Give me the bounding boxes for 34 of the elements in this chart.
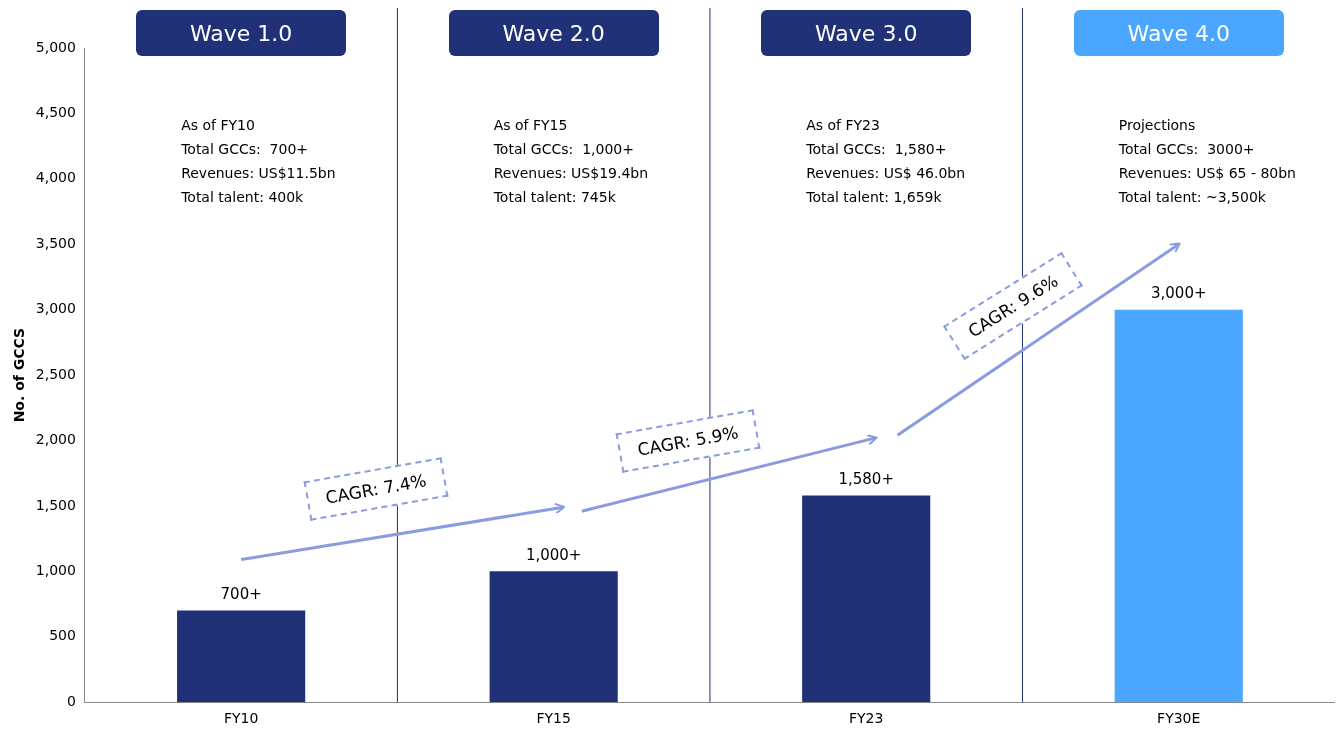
y-tick-label: 2,000 [35,431,76,448]
data-label: 3,000+ [1150,284,1207,303]
annotation: CAGR: 5.9% [615,408,761,473]
header-box: Wave 4.0 [1073,10,1284,56]
header-box: Wave 2.0 [448,10,659,56]
data-label: 1,000+ [525,545,582,564]
y-tick-label: 5,000 [35,38,76,55]
y-tick-label: 500 [49,627,76,644]
annotation: CAGR: 7.4% [303,457,448,521]
y-tick-label: 1,000 [35,562,76,578]
x-tick-label: FY23 [848,710,884,727]
y-tick-label: 3,500 [35,234,76,251]
annotation: As of FY23 Total GCCs: 1,580+ Revenues: US$ 46.0bn Total talent: 1,659k [806,116,966,207]
x-tick-label: FY30E [1157,710,1201,727]
annotation: Projections Total GCCs: 3000+ Revenues: US$ 65 - 80bn Total talent: ~3,500k [1118,116,1296,207]
annotation: As of FY10 Total GCCs: 700+ Revenues: US$11.5bn Total talent: 400k [181,116,336,207]
bar [802,495,931,703]
y-axis-title: No. of GCCS [11,327,28,423]
bar [489,571,618,703]
y-tick-label: 3,000 [35,300,76,317]
x-tick-label: FY10 [223,710,259,727]
y-tick-label: 0 [66,692,76,709]
y-tick-label: 1,500 [35,496,76,513]
data-label: 1,580+ [838,469,894,488]
bar [1114,309,1243,703]
annotation: As of FY15 Total GCCs: 1,000+ Revenues: US$19.4bn Total talent: 745k [493,116,649,207]
y-tick-label: 4,000 [35,169,76,186]
bar [177,610,306,703]
y-tick-label: 4,500 [35,104,76,121]
x-tick-label: FY15 [536,710,571,727]
header-box: Wave 3.0 [761,10,972,56]
y-tick-label: 2,500 [35,365,76,382]
header-box: Wave 1.0 [136,10,347,56]
data-label: 700+ [220,585,262,603]
